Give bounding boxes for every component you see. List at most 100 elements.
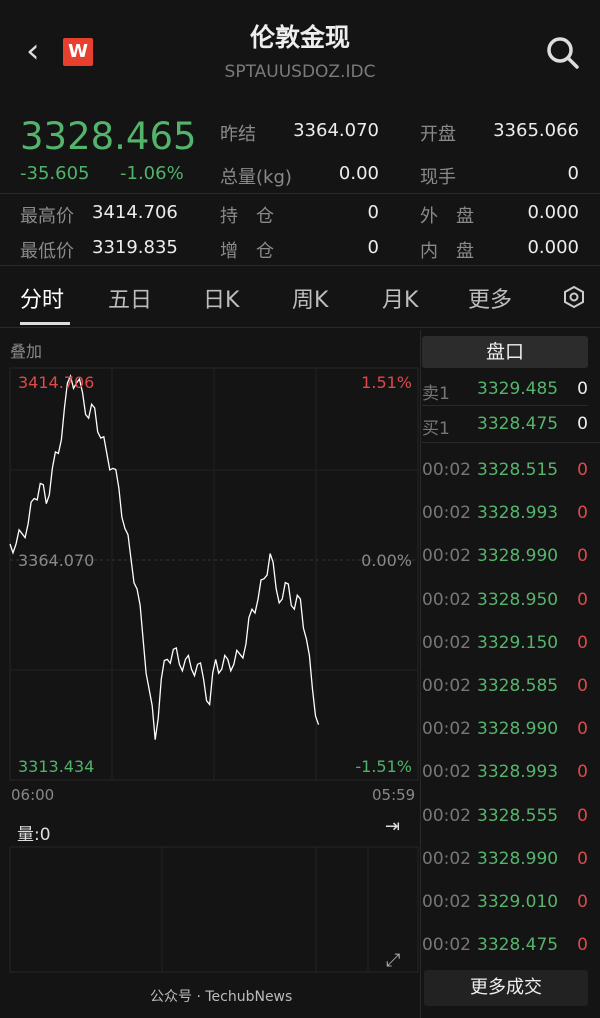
trade-time: 00:02 — [422, 719, 471, 740]
trade-volume: 0 — [577, 589, 588, 610]
price-change: -35.605 — [20, 163, 90, 184]
mid-pct-label: 0.00% — [361, 551, 412, 570]
price-line — [9, 373, 320, 740]
trade-time: 00:02 — [422, 503, 471, 524]
field-label: 最低价 — [20, 241, 74, 262]
divider — [0, 327, 600, 328]
trade-price: 3329.010 — [477, 892, 559, 912]
trade-price: 3328.950 — [477, 589, 559, 610]
trade-row: 00:02 3328.993 0 — [422, 503, 600, 527]
field-value: 0 — [567, 163, 579, 184]
tab-underline — [20, 322, 70, 325]
field-value: 0 — [367, 237, 379, 258]
field-label: 昨结 — [220, 124, 256, 145]
trade-price: 3328.475 — [477, 935, 559, 956]
trade-time: 00:02 — [422, 935, 471, 956]
field-value: 0.000 — [527, 237, 579, 258]
trade-volume: 0 — [577, 676, 588, 696]
field-label: 最高价 — [20, 206, 74, 227]
bid-vol: 0 — [577, 414, 588, 434]
trade-time: 00:02 — [422, 762, 471, 783]
trade-row: 00:02 3328.585 0 — [422, 676, 600, 700]
field-value: 3364.070 — [293, 120, 379, 141]
trade-volume: 0 — [577, 460, 588, 480]
field-value: 3319.835 — [92, 237, 178, 258]
trade-volume: 0 — [577, 546, 588, 567]
back-button[interactable]: ‹ — [26, 31, 40, 71]
trade-volume: 0 — [577, 503, 588, 524]
tab-more[interactable]: 更多 — [468, 288, 513, 313]
trade-row: 00:02 3328.990 0 — [422, 719, 600, 743]
trade-price: 3328.990 — [477, 848, 559, 869]
divider — [0, 193, 600, 194]
bid-label: 买1 — [422, 419, 450, 439]
field-label: 开盘 — [420, 124, 456, 145]
divider — [422, 405, 588, 406]
volume-label: 量:0 — [17, 825, 51, 845]
trade-row: 00:02 3329.010 0 — [422, 892, 600, 916]
trade-row: 00:02 3328.990 0 — [422, 546, 600, 570]
trade-row: 00:02 3328.993 0 — [422, 762, 600, 786]
trade-row: 00:02 3328.990 0 — [422, 849, 600, 873]
trade-price: 3328.585 — [477, 676, 559, 696]
trade-time: 00:02 — [422, 805, 471, 826]
last-price: 3328.465 — [20, 115, 197, 158]
tab-weekly-k[interactable]: 周K — [292, 288, 329, 313]
trade-volume: 0 — [577, 848, 588, 869]
field-value: 0 — [367, 202, 379, 223]
x-tick-end: 05:59 — [372, 786, 416, 804]
trade-time: 00:02 — [422, 676, 471, 696]
trade-volume: 0 — [577, 762, 588, 783]
trade-row: 00:02 3329.150 0 — [422, 633, 600, 657]
divider — [0, 265, 600, 266]
mid-label: 3364.070 — [18, 551, 95, 570]
trade-time: 00:02 — [422, 546, 471, 567]
field-label: 外 盘 — [420, 206, 474, 227]
tab-intraday[interactable]: 分时 — [20, 288, 65, 313]
trade-row: 00:02 3328.555 0 — [422, 806, 600, 830]
ask-price: 3329.485 — [477, 379, 559, 399]
field-label: 总量(kg) — [220, 167, 292, 188]
trade-row: 00:02 3328.475 0 — [422, 935, 600, 959]
ask-label: 卖1 — [422, 384, 450, 404]
settings-icon[interactable] — [562, 285, 586, 309]
trade-price: 3328.990 — [477, 719, 559, 740]
low-label: 3313.434 — [18, 757, 95, 776]
price-change-pct: -1.06% — [120, 163, 184, 184]
overlay-button[interactable]: 叠加 — [10, 342, 43, 361]
field-value: 3365.066 — [493, 120, 579, 141]
field-label: 增 仓 — [220, 241, 274, 262]
field-label: 现手 — [420, 167, 456, 188]
divider — [422, 442, 600, 443]
trade-row: 00:02 3328.950 0 — [422, 590, 600, 614]
trade-volume: 0 — [577, 805, 588, 826]
watermark: 公众号 · TechubNews — [150, 989, 293, 1005]
tab-monthly-k[interactable]: 月K — [382, 288, 419, 313]
tab-daily-k[interactable]: 日K — [203, 288, 240, 313]
field-label: 持 仓 — [220, 206, 274, 227]
trade-price: 3329.150 — [477, 632, 559, 653]
trade-price: 3328.555 — [477, 805, 559, 826]
orderbook-header[interactable]: 盘口 — [422, 336, 588, 368]
trade-price: 3328.993 — [477, 503, 559, 524]
trade-row: 00:02 3328.515 0 — [422, 460, 600, 484]
trade-time: 00:02 — [422, 632, 471, 653]
volume-chart — [9, 846, 419, 973]
trade-time: 00:02 — [422, 892, 471, 912]
page-title: 伦敦金现 — [249, 23, 350, 52]
x-tick-start: 06:00 — [11, 786, 55, 804]
trade-volume: 0 — [577, 632, 588, 653]
ask-vol: 0 — [577, 379, 588, 399]
divider — [420, 330, 421, 1018]
jump-to-latest-icon[interactable]: ⇥ — [385, 816, 401, 837]
fullscreen-icon[interactable]: ⤢ — [386, 950, 401, 971]
logo: W — [63, 38, 93, 66]
trade-volume: 0 — [577, 892, 588, 912]
search-icon[interactable] — [544, 34, 580, 70]
ask-row: 卖1 3329.485 0 — [422, 379, 600, 404]
trade-volume: 0 — [577, 935, 588, 956]
symbol-code: SPTAUUSDOZ.IDC — [224, 62, 376, 82]
more-trades-button[interactable]: 更多成交 — [424, 970, 588, 1006]
field-label: 内 盘 — [420, 241, 474, 262]
tab-five-day[interactable]: 五日 — [108, 288, 153, 313]
